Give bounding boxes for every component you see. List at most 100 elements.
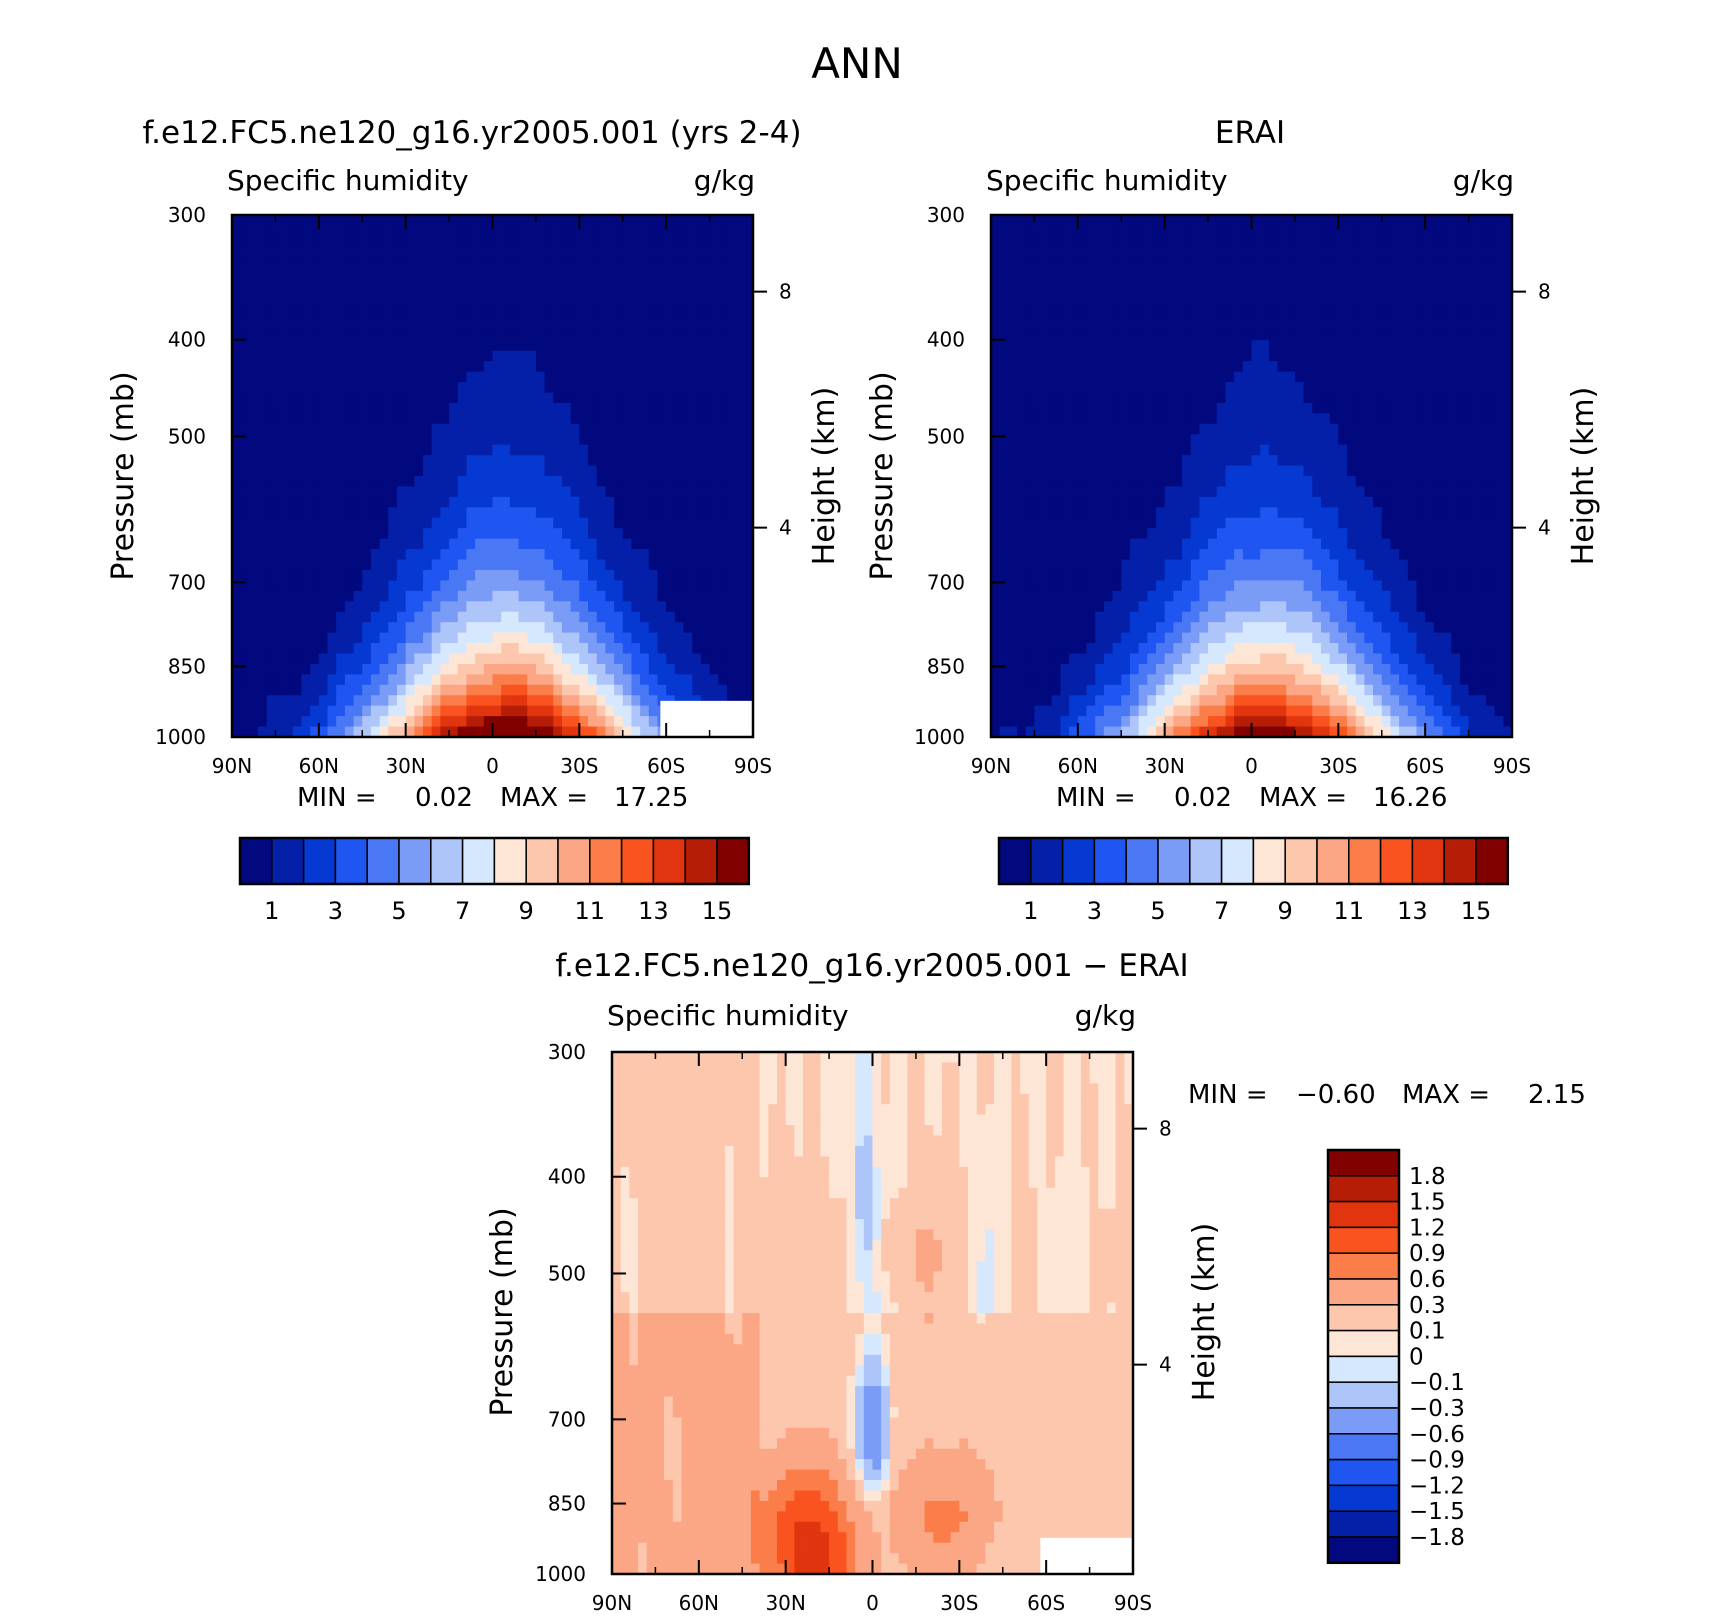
contour-cell <box>509 246 520 258</box>
colorbar-label: 7 <box>455 897 470 925</box>
contour-cell <box>336 601 346 613</box>
contour-cell <box>683 528 693 540</box>
contour-cell <box>1164 246 1174 258</box>
contour-cell <box>362 549 372 561</box>
contour-cell <box>579 716 589 728</box>
contour-cell <box>674 455 685 467</box>
contour-cell <box>440 382 450 394</box>
contour-cell <box>396 402 407 414</box>
contour-cell <box>657 267 667 279</box>
contour-cell <box>1025 298 1036 310</box>
contour-cell <box>370 684 381 696</box>
contour-cell <box>327 308 337 320</box>
contour-cell <box>232 298 242 310</box>
contour-cell <box>1190 288 1200 300</box>
contour-cell <box>991 382 1001 394</box>
contour-cell <box>440 716 450 728</box>
contour-cell <box>683 350 693 362</box>
contour-cell <box>475 361 485 373</box>
contour-cell <box>1320 288 1331 300</box>
contour-cell <box>648 423 659 435</box>
contour-cell <box>336 340 346 352</box>
contour-cell <box>1373 361 1383 373</box>
contour-cell <box>301 444 311 456</box>
contour-cell <box>466 225 476 237</box>
contour-cell <box>1277 246 1287 258</box>
contour-cell <box>527 350 537 362</box>
contour-cell <box>1129 382 1140 394</box>
contour-cell <box>249 517 259 529</box>
contour-cell <box>1147 413 1157 425</box>
contour-cell <box>648 517 659 529</box>
contour-cell <box>258 402 268 414</box>
contour-cell <box>657 538 667 550</box>
contour-cell <box>570 569 580 581</box>
contour-cell <box>1399 308 1409 320</box>
contour-cell <box>744 235 754 247</box>
contour-cell <box>709 528 719 540</box>
contour-cell <box>700 235 711 247</box>
contour-cell <box>483 601 494 613</box>
contour-cell <box>449 538 459 550</box>
contour-cell <box>683 298 693 310</box>
contour-cell <box>1199 298 1209 310</box>
contour-cell <box>527 590 537 602</box>
contour-cell <box>553 549 563 561</box>
contour-cell <box>1294 507 1305 519</box>
contour-cell <box>1173 215 1183 227</box>
contour-cell <box>353 371 363 383</box>
contour-cell <box>318 298 329 310</box>
contour-cell <box>1390 267 1400 279</box>
contour-cell <box>336 256 346 268</box>
contour-cell <box>336 507 346 519</box>
contour-cell <box>353 528 363 540</box>
contour-cell <box>1051 507 1062 519</box>
contour-cell <box>1216 465 1227 477</box>
contour-cell <box>700 267 711 279</box>
contour-cell <box>570 455 580 467</box>
contour-cell <box>544 549 554 561</box>
contour-cell <box>1347 246 1357 258</box>
contour-cell <box>414 695 424 707</box>
contour-cell <box>449 684 459 696</box>
contour-cell <box>709 392 719 404</box>
contour-cell <box>388 643 398 655</box>
contour-cell <box>1017 215 1027 227</box>
contour-cell <box>1043 528 1053 540</box>
contour-cell <box>1077 402 1088 414</box>
contour-cell <box>1329 277 1339 289</box>
contour-cell <box>1077 235 1088 247</box>
contour-cell <box>509 288 520 300</box>
contour-cell <box>318 288 329 300</box>
contour-cell <box>1268 538 1279 550</box>
contour-cell <box>544 308 554 320</box>
contour-cell <box>1294 329 1305 341</box>
contour-cell <box>1051 308 1062 320</box>
contour-cell <box>266 486 277 498</box>
contour-cell <box>310 329 320 341</box>
contour-cell <box>1442 402 1452 414</box>
contour-cell <box>1234 486 1244 498</box>
contour-cell <box>1225 434 1235 446</box>
contour-cell <box>1147 340 1157 352</box>
contour-cell <box>318 340 329 352</box>
contour-cell <box>744 517 754 529</box>
contour-cell <box>1399 361 1409 373</box>
contour-cell <box>1286 350 1296 362</box>
contour-cell <box>240 726 250 738</box>
contour-cell <box>284 580 294 592</box>
contour-cell <box>1051 434 1062 446</box>
contour-cell <box>1017 371 1027 383</box>
contour-cell <box>1043 361 1053 373</box>
contour-cell <box>414 361 424 373</box>
contour-cell <box>1216 507 1227 519</box>
contour-cell <box>648 402 659 414</box>
contour-cell <box>579 288 589 300</box>
contour-cell <box>1017 496 1027 508</box>
contour-cell <box>509 643 520 655</box>
contour-cell <box>648 486 659 498</box>
contour-cell <box>1442 267 1452 279</box>
contour-cell <box>1277 277 1287 289</box>
contour-cell <box>1008 235 1018 247</box>
